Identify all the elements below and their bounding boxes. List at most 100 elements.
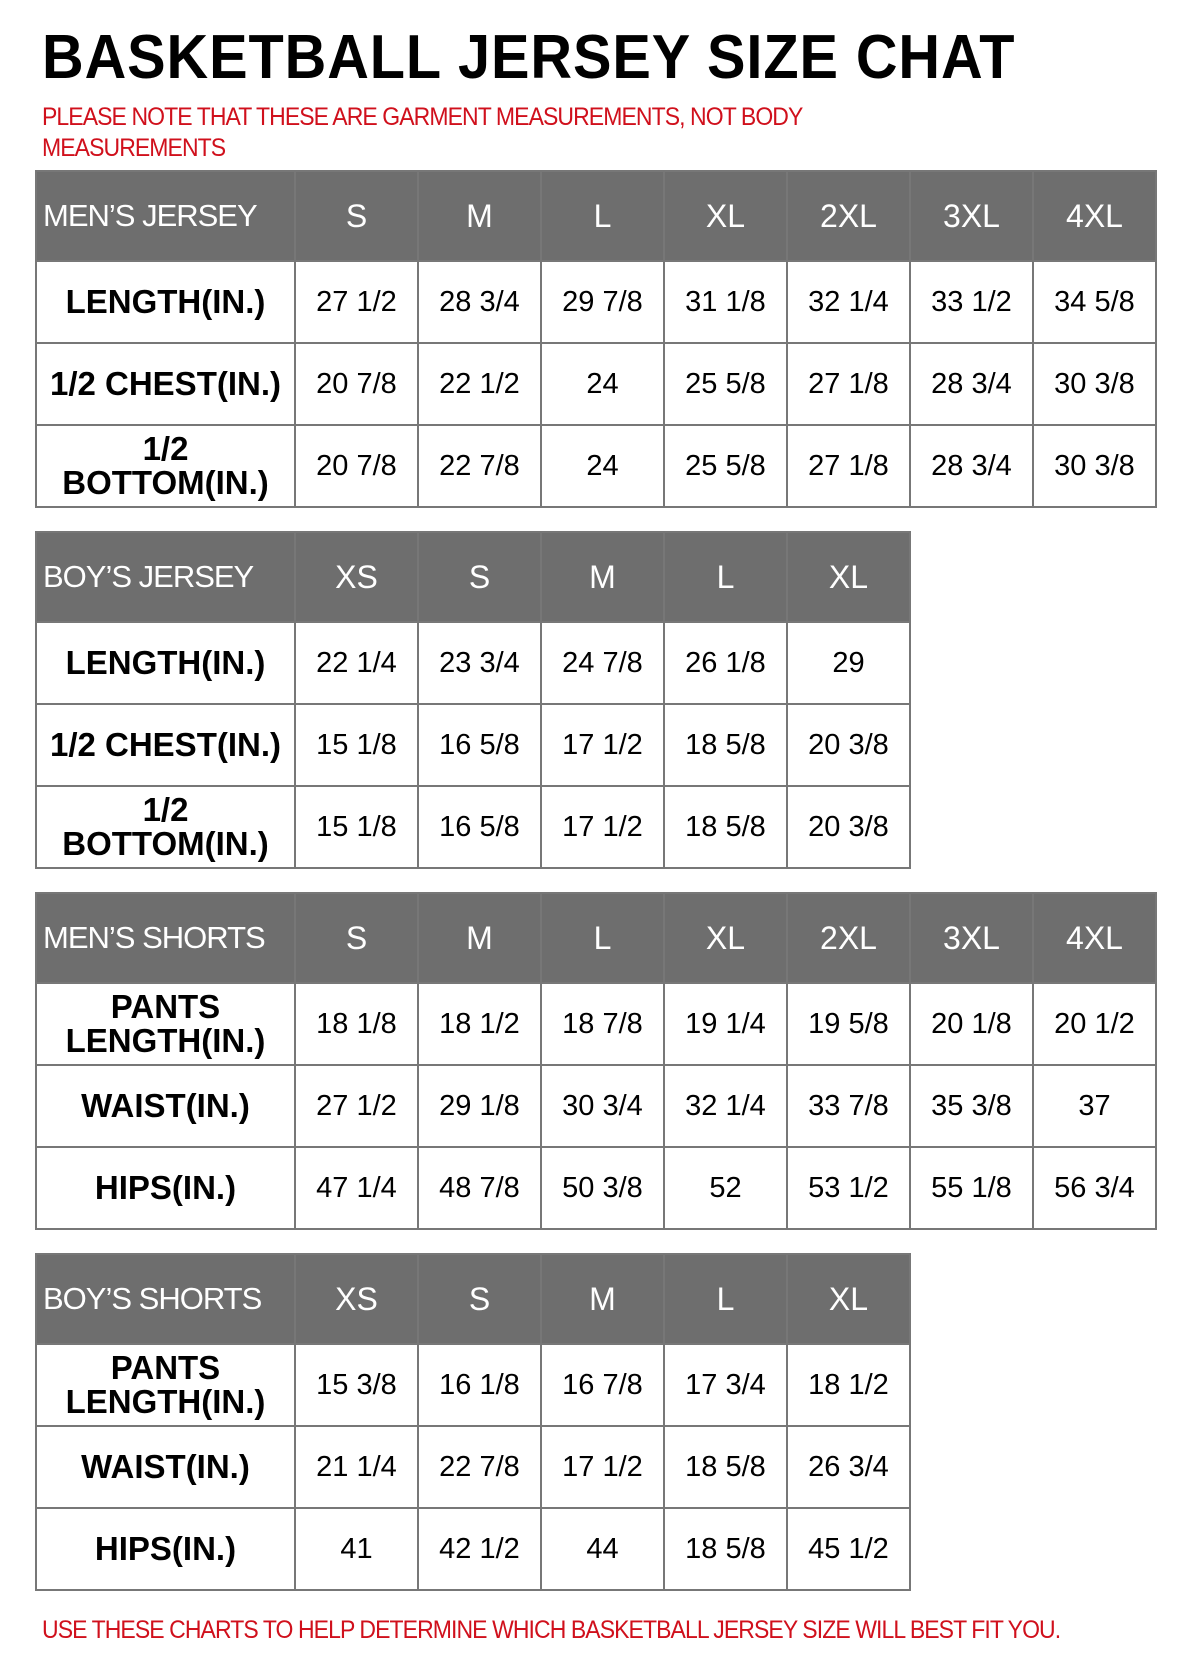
measurement-value: 26 3/4 <box>786 1425 911 1509</box>
measurement-value: 45 1/2 <box>786 1507 911 1591</box>
measurement-label: HIPS(IN.) <box>35 1146 296 1230</box>
size-header: XL <box>786 531 911 623</box>
measurement-value: 33 1/2 <box>909 260 1034 344</box>
measurement-value: 22 1/4 <box>294 621 419 705</box>
measurement-value: 27 1/2 <box>294 1064 419 1148</box>
size-header: M <box>540 531 665 623</box>
measurement-value: 29 <box>786 621 911 705</box>
measurement-value: 29 7/8 <box>540 260 665 344</box>
size-header: L <box>540 892 665 984</box>
measurement-value: 44 <box>540 1507 665 1591</box>
footer-note: USE THESE CHARTS TO HELP DETERMINE WHICH… <box>42 1616 1061 1644</box>
measurement-value: 15 1/8 <box>294 785 419 869</box>
size-table-boy-s-shorts: BOY’S SHORTS XS S M L XL PANTS LENGTH(IN.) 15 3… <box>35 1253 911 1591</box>
measurement-value: 34 5/8 <box>1032 260 1157 344</box>
measurement-value: 25 5/8 <box>663 342 788 426</box>
page-title: BASKETBALL JERSEY SIZE CHAT <box>42 23 1016 92</box>
measurement-value: 31 1/8 <box>663 260 788 344</box>
measurement-value: 33 7/8 <box>786 1064 911 1148</box>
size-header: M <box>540 1253 665 1345</box>
header-row: MEN’S JERSEY S M L XL 2XL 3XL 4XL <box>35 170 1157 262</box>
table-row: LENGTH(IN.) 27 1/2 28 3/4 29 7/8 31 1/8 32 1/… <box>35 260 1157 344</box>
measurement-label: WAIST(IN.) <box>35 1064 296 1148</box>
size-header: 4XL <box>1032 892 1157 984</box>
measurement-value: 18 5/8 <box>663 1507 788 1591</box>
table-row: 1/2 CHEST(IN.) 20 7/8 22 1/2 24 25 5/8 27 1/8… <box>35 342 1157 426</box>
size-header: L <box>663 531 788 623</box>
measurement-value: 22 7/8 <box>417 424 542 508</box>
measurement-value: 20 1/8 <box>909 982 1034 1066</box>
measurement-value: 27 1/8 <box>786 424 911 508</box>
measurement-value: 55 1/8 <box>909 1146 1034 1230</box>
table-label: MEN’S JERSEY <box>35 170 296 262</box>
measurement-value: 37 <box>1032 1064 1157 1148</box>
size-header: 3XL <box>909 170 1034 262</box>
measurement-label: 1/2 BOTTOM(IN.) <box>35 785 296 869</box>
table-row: PANTS LENGTH(IN.) 15 3/8 16 1/8 16 7/8 17 3/… <box>35 1343 911 1427</box>
measurement-value: 30 3/8 <box>1032 342 1157 426</box>
table-row: 1/2 CHEST(IN.) 15 1/8 16 5/8 17 1/2 18 5/8 20… <box>35 703 911 787</box>
measurement-value: 22 7/8 <box>417 1425 542 1509</box>
size-header: XL <box>663 892 788 984</box>
measurement-value: 27 1/2 <box>294 260 419 344</box>
table-label: MEN’S SHORTS <box>35 892 296 984</box>
size-table-men-s-jersey: MEN’S JERSEY S M L XL 2XL 3XL 4XL LENGTH(IN.) 27 … <box>35 170 1157 508</box>
header-row: BOY’S SHORTS XS S M L XL <box>35 1253 911 1345</box>
measurement-value: 53 1/2 <box>786 1146 911 1230</box>
measurement-value: 18 5/8 <box>663 1425 788 1509</box>
size-header: XL <box>786 1253 911 1345</box>
table-row: WAIST(IN.) 27 1/2 29 1/8 30 3/4 32 1/4 33 7/8… <box>35 1064 1157 1148</box>
measurement-value: 28 3/4 <box>909 342 1034 426</box>
measurement-label: PANTS LENGTH(IN.) <box>35 1343 296 1427</box>
measurement-value: 48 7/8 <box>417 1146 542 1230</box>
measurement-value: 17 1/2 <box>540 785 665 869</box>
measurement-value: 22 1/2 <box>417 342 542 426</box>
measurement-value: 56 3/4 <box>1032 1146 1157 1230</box>
measurement-value: 28 3/4 <box>909 424 1034 508</box>
measurement-value: 18 5/8 <box>663 785 788 869</box>
measurement-value: 16 5/8 <box>417 785 542 869</box>
measurement-value: 18 1/2 <box>786 1343 911 1427</box>
size-header: XS <box>294 531 419 623</box>
measurement-value: 50 3/8 <box>540 1146 665 1230</box>
measurement-value: 18 1/8 <box>294 982 419 1066</box>
table-label: BOY’S SHORTS <box>35 1253 296 1345</box>
size-header: 4XL <box>1032 170 1157 262</box>
size-header: M <box>417 892 542 984</box>
size-header: 2XL <box>786 892 911 984</box>
table-row: PANTS LENGTH(IN.) 18 1/8 18 1/2 18 7/8 19 1/… <box>35 982 1157 1066</box>
size-header: S <box>294 170 419 262</box>
measurement-value: 30 3/8 <box>1032 424 1157 508</box>
size-header: 2XL <box>786 170 911 262</box>
measurement-value: 20 7/8 <box>294 342 419 426</box>
measurement-value: 27 1/8 <box>786 342 911 426</box>
size-header: L <box>540 170 665 262</box>
measurement-value: 20 1/2 <box>1032 982 1157 1066</box>
size-header: XL <box>663 170 788 262</box>
measurement-label: 1/2 CHEST(IN.) <box>35 703 296 787</box>
measurement-value: 18 1/2 <box>417 982 542 1066</box>
table-row: HIPS(IN.) 47 1/4 48 7/8 50 3/8 52 53 1/2 55 1/… <box>35 1146 1157 1230</box>
measurement-value: 35 3/8 <box>909 1064 1034 1148</box>
table-row: HIPS(IN.) 41 42 1/2 44 18 5/8 45 1/2 <box>35 1507 911 1591</box>
measurement-value: 32 1/4 <box>786 260 911 344</box>
size-table-boy-s-jersey: BOY’S JERSEY XS S M L XL LENGTH(IN.) 22 1/4 23 3… <box>35 531 911 869</box>
measurement-value: 18 7/8 <box>540 982 665 1066</box>
measurement-value: 19 1/4 <box>663 982 788 1066</box>
measurement-value: 15 3/8 <box>294 1343 419 1427</box>
size-header: S <box>294 892 419 984</box>
measurement-value: 20 3/8 <box>786 703 911 787</box>
measurement-value: 28 3/4 <box>417 260 542 344</box>
measurement-value: 24 <box>540 342 665 426</box>
size-table-men-s-shorts: MEN’S SHORTS S M L XL 2XL 3XL 4XL PANTS LENGTH(I… <box>35 892 1157 1230</box>
measurement-label: LENGTH(IN.) <box>35 621 296 705</box>
measurement-value: 24 7/8 <box>540 621 665 705</box>
table-row: LENGTH(IN.) 22 1/4 23 3/4 24 7/8 26 1/8 29 <box>35 621 911 705</box>
measurement-value: 16 5/8 <box>417 703 542 787</box>
measurement-label: 1/2 CHEST(IN.) <box>35 342 296 426</box>
measurement-label: PANTS LENGTH(IN.) <box>35 982 296 1066</box>
table-row: 1/2 BOTTOM(IN.) 15 1/8 16 5/8 17 1/2 18 5/8 2… <box>35 785 911 869</box>
measurement-value: 15 1/8 <box>294 703 419 787</box>
measurement-value: 41 <box>294 1507 419 1591</box>
measurement-label: WAIST(IN.) <box>35 1425 296 1509</box>
